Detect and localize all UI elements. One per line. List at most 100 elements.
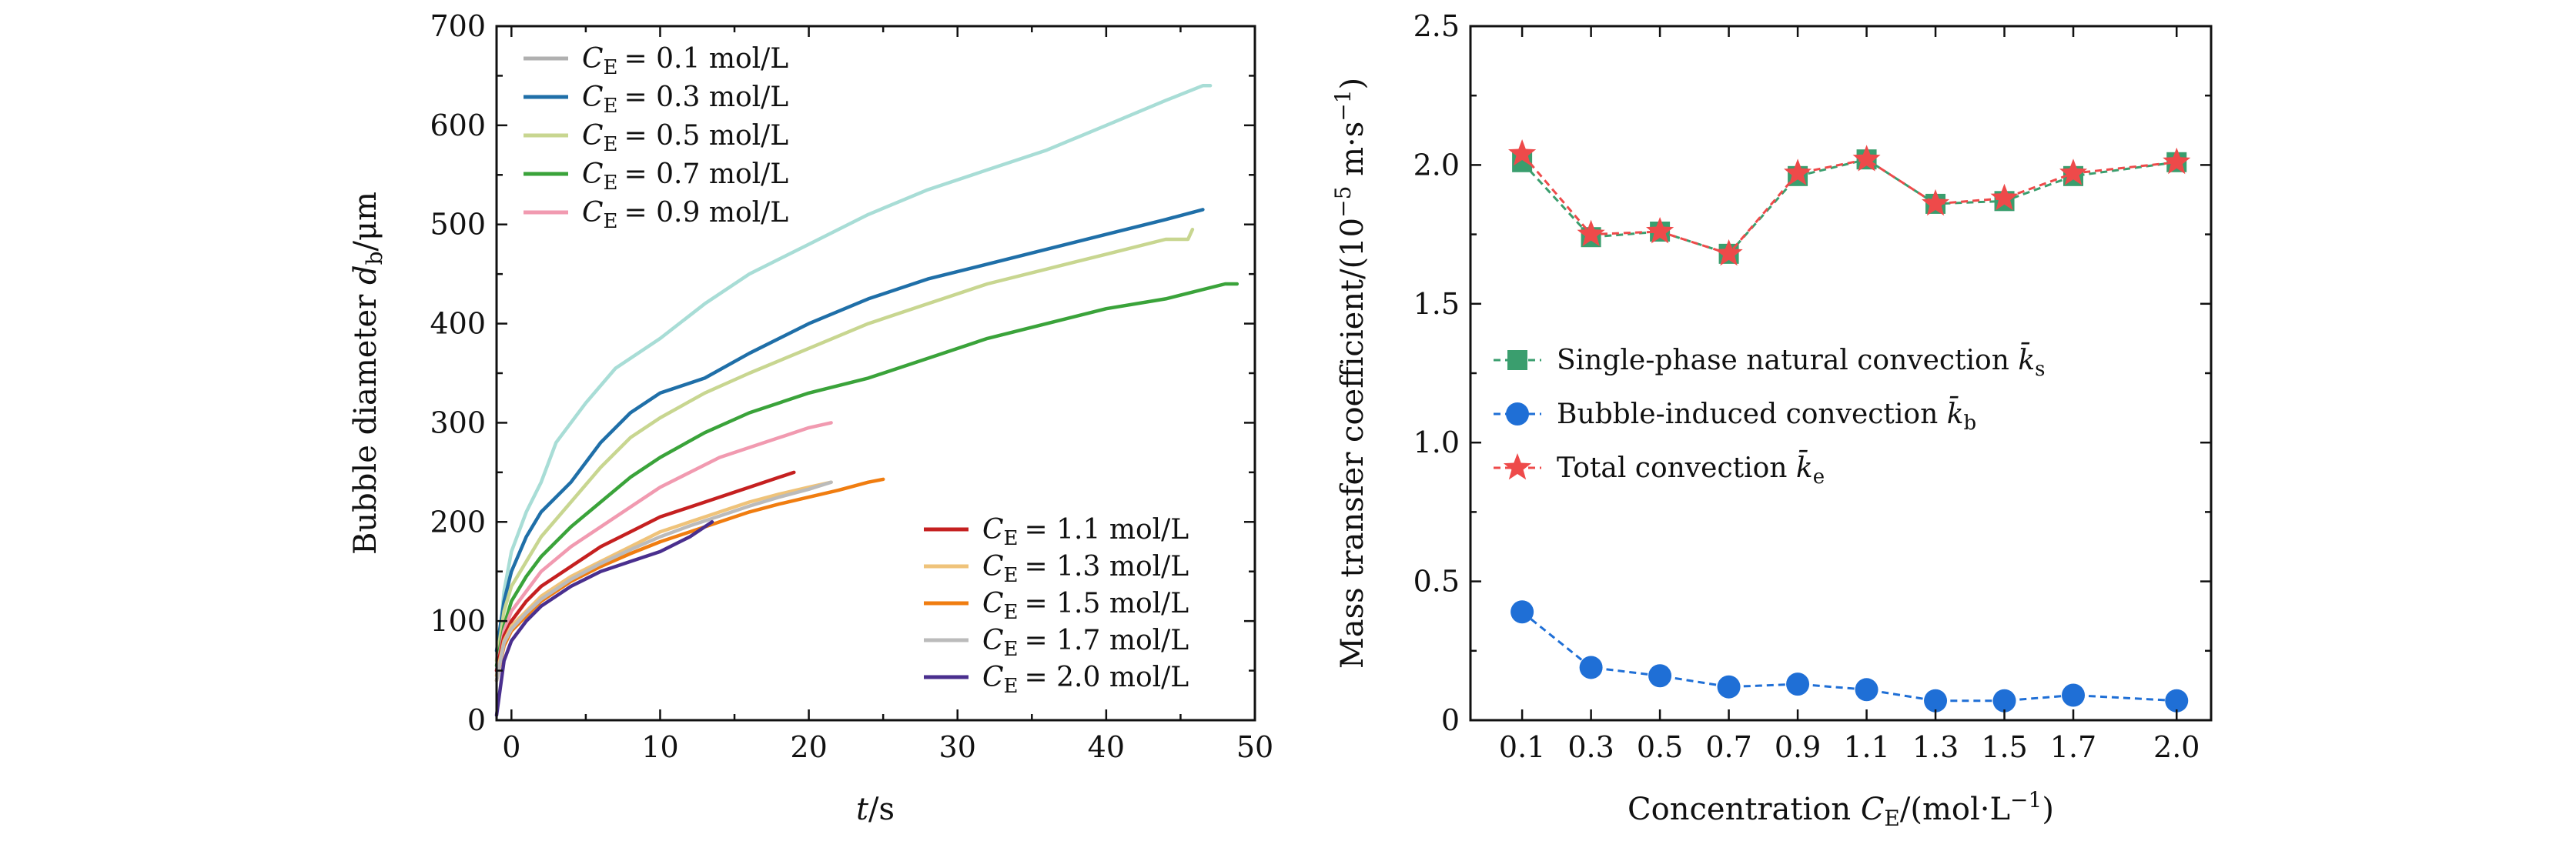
right-x-tick-label: 2.0 bbox=[2153, 730, 2200, 764]
right-y-axis-label: Mass transfer coefficient/(10−5 m·s−1) bbox=[1330, 78, 1370, 669]
left-y-tick-label: 0 bbox=[467, 703, 486, 737]
right-x-tick-label: 0.3 bbox=[1567, 730, 1614, 764]
left-x-tick-label: 20 bbox=[790, 730, 827, 764]
left-legend-label: CE = 0.7 mol/L bbox=[582, 159, 788, 195]
left-legend-entry: CE = 1.5 mol/L bbox=[924, 588, 1189, 624]
left-legend-entry: CE = 0.7 mol/L bbox=[524, 159, 788, 195]
left-legend-entry: CE = 0.1 mol/L bbox=[524, 43, 788, 79]
left-x-tick-label: 0 bbox=[502, 730, 520, 764]
left-series-line-7 bbox=[494, 480, 833, 678]
right-data-point bbox=[2059, 159, 2088, 185]
right-legend-swatch-marker bbox=[1503, 453, 1532, 480]
left-y-tick-label: 400 bbox=[430, 307, 486, 341]
right-data-point bbox=[1577, 219, 1605, 246]
left-legend-label: CE = 1.3 mol/L bbox=[982, 551, 1189, 587]
left-y-tick-label: 500 bbox=[430, 208, 486, 242]
right-data-point bbox=[1717, 675, 1741, 699]
right-data-point bbox=[1922, 189, 1950, 216]
left-legend-entry: CE = 2.0 mol/L bbox=[924, 662, 1189, 698]
left-series-line-8 bbox=[494, 477, 885, 682]
left-legend-label: CE = 0.3 mol/L bbox=[582, 82, 788, 118]
left-series-line-4 bbox=[494, 282, 1239, 668]
right-x-axis-label: Concentration CE/(mol·L−1) bbox=[1628, 787, 2054, 831]
right-data-point bbox=[1852, 145, 1881, 172]
left-legend-label: CE = 0.5 mol/L bbox=[582, 120, 788, 156]
right-data-point bbox=[2163, 147, 2191, 175]
left-y-tick-label: 600 bbox=[430, 108, 486, 142]
right-legend-label: Single-phase natural convection k̄s bbox=[1557, 342, 2046, 381]
left-y-tick-label: 200 bbox=[430, 505, 486, 539]
left-series-lines bbox=[494, 84, 1239, 717]
right-data-point bbox=[2062, 683, 2086, 707]
right-axis-ticks: 0.1 0.3 0.5 0.7 0.9 1.1 1.3 1.5 1.7 2.0 0 0.5 1.0 1.5… bbox=[1413, 9, 2211, 764]
left-series-line-6 bbox=[494, 470, 796, 672]
left-y-tick-label: 700 bbox=[430, 9, 486, 43]
left-x-axis-label: t/s bbox=[856, 792, 895, 827]
left-series-line-5 bbox=[494, 421, 833, 672]
left-x-tick-label: 50 bbox=[1236, 730, 1273, 764]
right-data-point bbox=[1924, 689, 1948, 713]
right-y-tick-label: 1.5 bbox=[1413, 287, 1460, 321]
left-y-axis-label: Bubble diameter db/μm bbox=[348, 192, 387, 555]
right-data-point bbox=[1715, 239, 1743, 266]
right-data-point bbox=[1508, 139, 1537, 166]
right-x-tick-label: 1.5 bbox=[1981, 730, 2027, 764]
left-series-line-1 bbox=[494, 84, 1213, 672]
left-x-tick-label: 10 bbox=[641, 730, 678, 764]
right-x-tick-label: 0.9 bbox=[1775, 730, 1821, 764]
left-y-tick-label: 100 bbox=[430, 604, 486, 638]
right-data-point bbox=[1648, 664, 1672, 688]
right-legend-swatch-marker bbox=[1507, 350, 1527, 370]
right-x-tick-label: 1.1 bbox=[1843, 730, 1889, 764]
left-legend-label: CE = 1.7 mol/L bbox=[982, 625, 1189, 661]
right-series bbox=[1508, 139, 2191, 713]
left-legend-label: CE = 0.1 mol/L bbox=[582, 43, 788, 79]
right-x-tick-label: 0.5 bbox=[1637, 730, 1683, 764]
right-data-point bbox=[1784, 159, 1812, 185]
right-legend-swatch-marker bbox=[1506, 402, 1529, 426]
left-legend-label: CE = 0.9 mol/L bbox=[582, 197, 788, 233]
mass-transfer-chart: 0.1 0.3 0.5 0.7 0.9 1.1 1.3 1.5 1.7 2.0 0 0.5 1.0 1.5… bbox=[1330, 9, 2213, 831]
right-x-tick-label: 1.7 bbox=[2050, 730, 2096, 764]
right-data-point bbox=[1579, 656, 1603, 679]
right-legend: Single-phase natural convection k̄s Bubbl… bbox=[1494, 342, 2046, 489]
right-legend-entry: Total convection k̄e bbox=[1494, 450, 1825, 489]
left-legend-label: CE = 1.5 mol/L bbox=[982, 588, 1189, 624]
left-series-line-3 bbox=[494, 227, 1195, 662]
right-data-point bbox=[2165, 689, 2189, 713]
right-x-tick-label: 0.7 bbox=[1705, 730, 1751, 764]
left-y-tick-label: 300 bbox=[430, 405, 486, 439]
left-series-line-9 bbox=[494, 480, 833, 682]
right-data-point bbox=[1646, 217, 1674, 244]
left-legend-label: CE = 1.1 mol/L bbox=[982, 514, 1189, 550]
left-x-tick-label: 40 bbox=[1088, 730, 1125, 764]
left-legend-entry: CE = 0.9 mol/L bbox=[524, 197, 788, 233]
left-legend-label: CE = 2.0 mol/L bbox=[982, 662, 1189, 698]
right-y-tick-label: 0 bbox=[1441, 703, 1460, 737]
right-x-tick-label: 0.1 bbox=[1499, 730, 1545, 764]
right-series-2 bbox=[1510, 600, 2189, 713]
right-series-3 bbox=[1508, 139, 2191, 266]
right-series-line bbox=[1521, 153, 2177, 255]
left-series-line-10 bbox=[494, 520, 714, 717]
left-legend-entry: CE = 0.3 mol/L bbox=[524, 82, 788, 118]
right-y-tick-label: 1.0 bbox=[1413, 426, 1460, 459]
left-legend: CE = 0.1 mol/LCE = 0.3 mol/LCE = 0.5 mol/LC… bbox=[524, 43, 1189, 698]
right-legend-label: Bubble-induced convection k̄b bbox=[1557, 396, 1976, 435]
right-series-line bbox=[1521, 158, 2177, 255]
left-legend-entry: CE = 0.5 mol/L bbox=[524, 120, 788, 156]
right-data-point bbox=[1990, 183, 2019, 211]
right-data-point bbox=[1786, 672, 1810, 696]
right-data-point bbox=[1855, 678, 1878, 702]
right-y-tick-label: 2.0 bbox=[1413, 148, 1460, 182]
right-legend-label: Total convection k̄e bbox=[1557, 450, 1825, 489]
right-y-tick-label: 2.5 bbox=[1413, 9, 1460, 43]
left-legend-entry: CE = 1.3 mol/L bbox=[924, 551, 1189, 587]
right-legend-entry: Bubble-induced convection k̄b bbox=[1494, 396, 1976, 435]
left-x-tick-label: 30 bbox=[939, 730, 976, 764]
left-legend-entry: CE = 1.7 mol/L bbox=[924, 625, 1189, 661]
right-y-tick-label: 0.5 bbox=[1413, 565, 1460, 599]
right-x-tick-label: 1.3 bbox=[1912, 730, 1959, 764]
